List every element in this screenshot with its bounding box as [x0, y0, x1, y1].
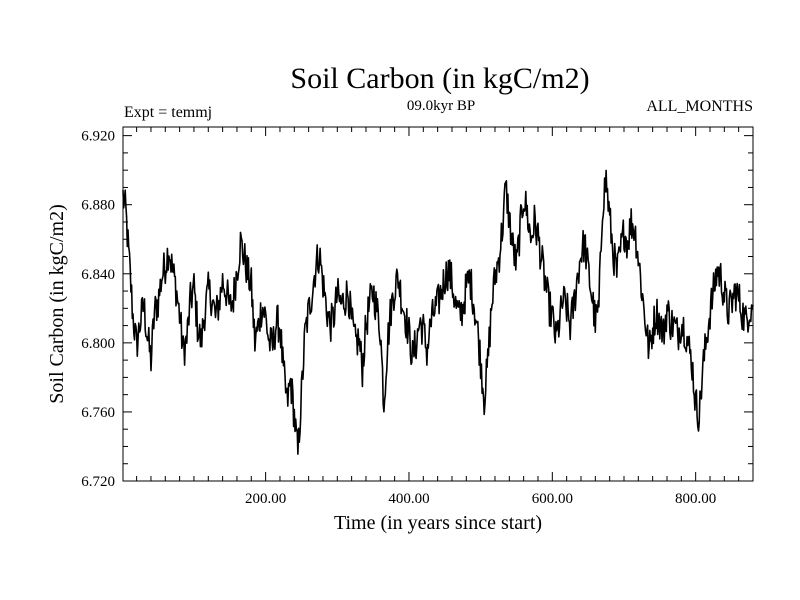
y-tick-label: 6.920: [81, 129, 115, 145]
x-tick-label: 400.00: [388, 491, 429, 507]
axis-ticks: [123, 127, 753, 482]
y-tick-label: 6.760: [81, 405, 115, 421]
y-tick-label: 6.840: [81, 267, 115, 283]
series-line-soil-carbon: [122, 169, 754, 455]
y-axis-label: Soil Carbon (in kgC/m2): [46, 204, 68, 403]
chart-subtitle: 09.0kyr BP: [407, 98, 475, 114]
experiment-label: Expt = temmj: [124, 104, 212, 121]
series-layer: [122, 169, 754, 455]
y-tick-label: 6.800: [81, 336, 115, 352]
period-label: ALL_MONTHS: [646, 98, 753, 115]
y-tick-label: 6.880: [81, 198, 115, 214]
tick-labels: 200.00 400.00 600.00 800.00 6.720 6.760 6.800 6…: [81, 129, 716, 507]
y-tick-label: 6.720: [81, 474, 115, 490]
x-tick-label: 600.00: [532, 491, 573, 507]
x-axis-label: Time (in years since start): [334, 512, 542, 534]
x-tick-label: 200.00: [245, 491, 286, 507]
chart-title: Soil Carbon (in kgC/m2): [290, 62, 589, 95]
x-tick-label: 800.00: [675, 491, 716, 507]
plot-frame: [122, 126, 754, 482]
